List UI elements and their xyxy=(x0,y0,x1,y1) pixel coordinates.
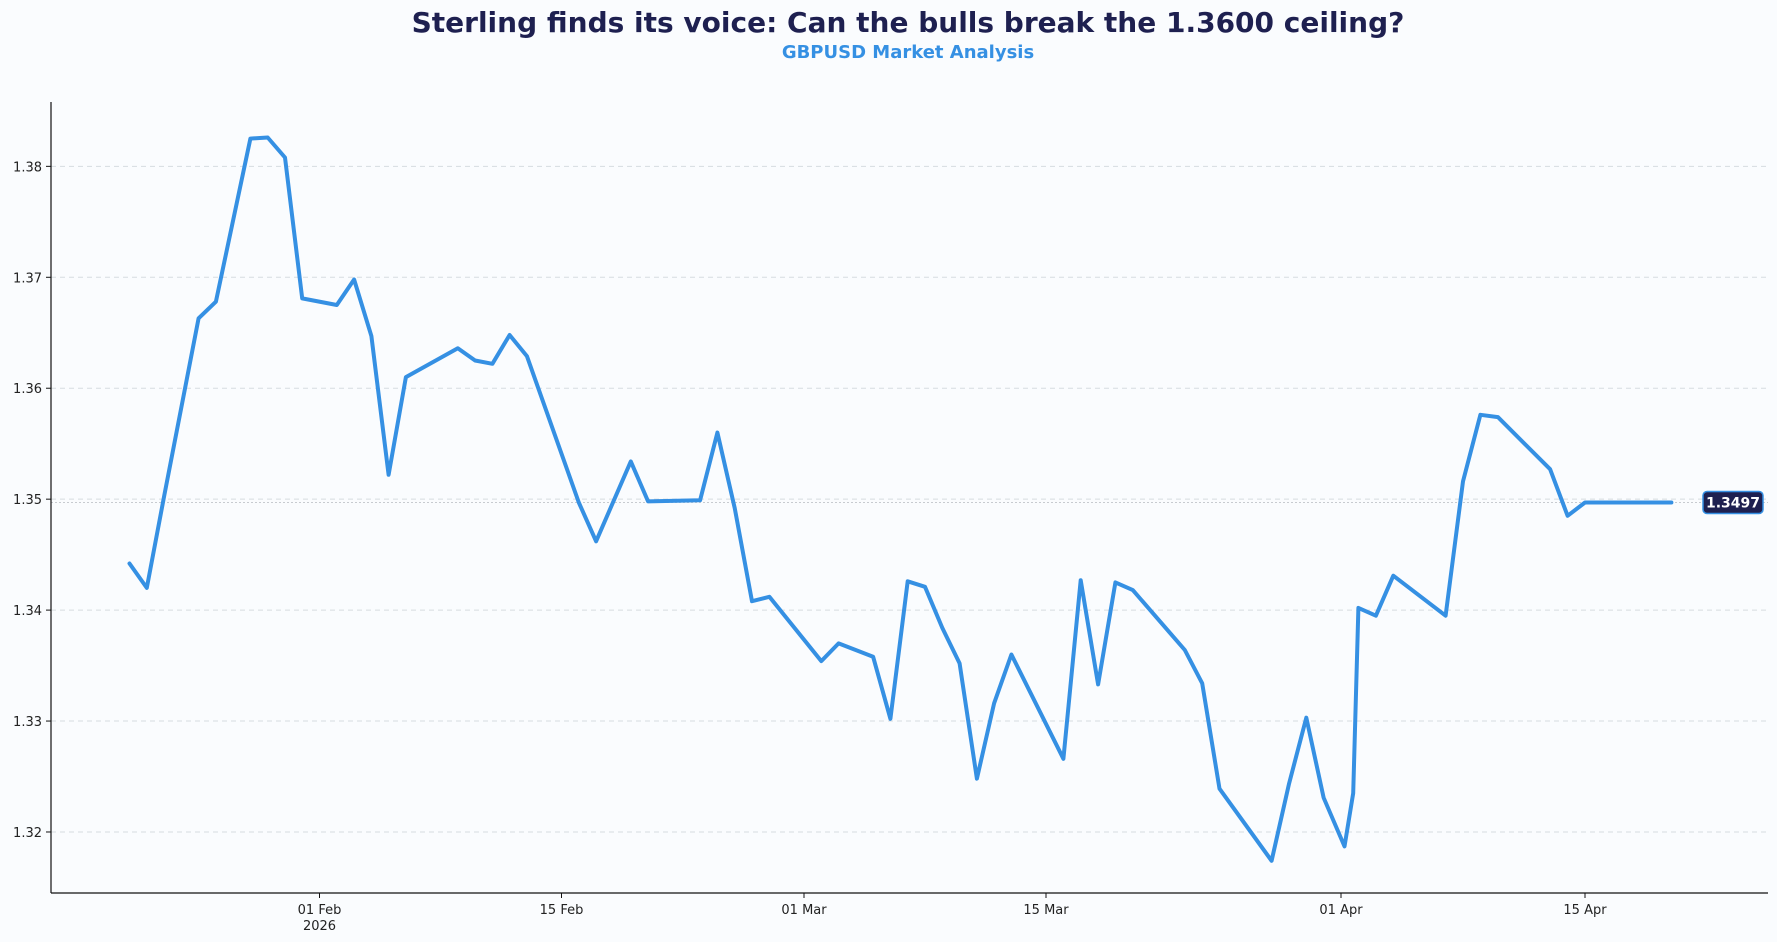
y-tick-label: 1.38 xyxy=(13,160,42,175)
y-tick-label: 1.34 xyxy=(13,604,42,619)
x-tick-sublabel: 2026 xyxy=(303,919,336,934)
y-tick-label: 1.35 xyxy=(13,493,42,508)
last-value-badge-bg xyxy=(1702,490,1764,515)
grid xyxy=(51,165,1768,833)
x-tick-label: 01 Feb xyxy=(298,903,342,918)
x-tick-label: 01 Apr xyxy=(1319,903,1363,918)
x-tick-label: 01 Mar xyxy=(781,903,827,918)
last-value-badge: 1.3497 xyxy=(1702,490,1764,515)
y-tick-label: 1.36 xyxy=(13,382,42,397)
last-value-label: 1.3497 xyxy=(1706,495,1760,511)
y-tick-label: 1.32 xyxy=(13,826,42,841)
y-tick-label: 1.33 xyxy=(13,715,42,730)
chart-subtitle: GBPUSD Market Analysis xyxy=(782,42,1034,63)
y-tick-label: 1.37 xyxy=(13,271,42,286)
x-tick-label: 15 Feb xyxy=(540,903,584,918)
y-axis-ticks: 1.32 1.33 1.34 1.35 1.36 1.37 1.38 xyxy=(13,160,51,841)
chart-title: Sterling finds its voice: Can the bulls … xyxy=(412,6,1405,39)
gbpusd-series-line xyxy=(127,135,1674,863)
x-tick-label: 15 Mar xyxy=(1023,903,1069,918)
x-tick-label: 15 Apr xyxy=(1563,903,1607,918)
